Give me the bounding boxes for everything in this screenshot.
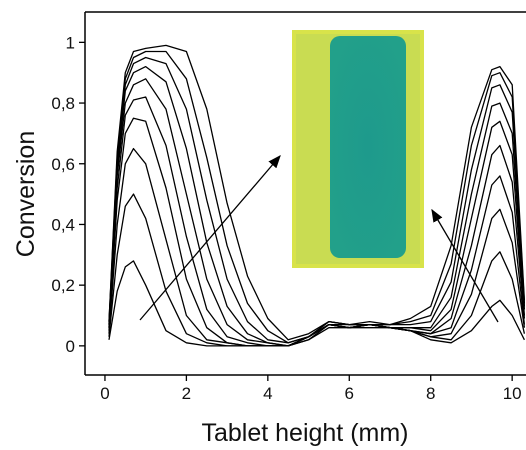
inset-core: [330, 36, 406, 258]
x-axis-title: Tablet height (mm): [201, 419, 408, 447]
chart: 0 2 4 6 8 10 0 0,2 0,4 0,6 0,8 1 Tablet height (mm)…: [0, 0, 526, 450]
x-tick-label: 6: [345, 384, 354, 403]
x-tick-label: 10: [503, 384, 522, 403]
y-tick-label: 0,8: [51, 94, 75, 113]
x-tick-label: 0: [100, 384, 109, 403]
inset-image: [292, 30, 424, 268]
y-tick-label: 0: [66, 337, 75, 356]
x-tick-label: 4: [263, 384, 272, 403]
plot-area: 0 2 4 6 8 10 0 0,2 0,4 0,6 0,8 1: [51, 12, 526, 403]
y-axis-title: Conversion: [12, 131, 40, 257]
y-tick-label: 0,6: [51, 155, 75, 174]
y-tick-label: 0,2: [51, 276, 75, 295]
x-tick-label: 8: [426, 384, 435, 403]
arrow: [140, 156, 280, 320]
x-tick-label: 2: [182, 384, 191, 403]
y-tick-label: 1: [66, 33, 75, 52]
y-tick-label: 0,4: [51, 215, 75, 234]
